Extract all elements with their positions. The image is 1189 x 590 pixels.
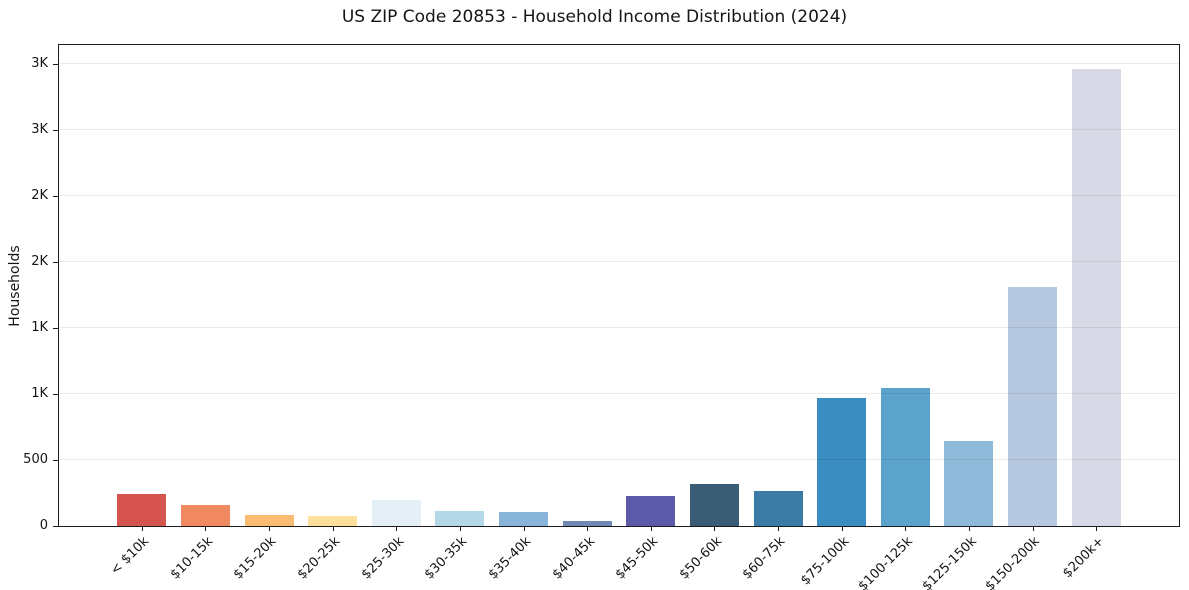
y-tick-mark	[53, 328, 58, 329]
x-tick-label: $20-25k	[294, 534, 344, 583]
bar	[562, 521, 612, 526]
x-tick-label: $10-15k	[167, 534, 217, 583]
y-tick-label: 0	[39, 518, 48, 533]
gridline	[59, 261, 1179, 263]
x-tick-label: $40-45k	[549, 534, 598, 583]
x-tick-mark	[778, 527, 779, 531]
x-tick-mark	[969, 527, 970, 531]
y-tick-mark	[53, 262, 58, 263]
bar	[1071, 69, 1121, 526]
x-tick-label: $50-60k	[676, 534, 726, 583]
y-tick-label: 2K	[31, 254, 48, 270]
bar-slot	[746, 45, 810, 526]
x-tick-mark	[460, 527, 461, 531]
x-tick-label: $25-30k	[358, 534, 407, 583]
x-tick-mark	[714, 527, 715, 531]
bar	[308, 516, 358, 526]
gridline	[59, 393, 1179, 395]
y-tick-mark	[53, 130, 58, 131]
bar	[1008, 286, 1058, 526]
y-tick-label: 3K	[31, 122, 48, 138]
bar-slot	[110, 45, 174, 526]
x-tick-label: $35-40k	[485, 534, 535, 583]
bar-slot	[1001, 45, 1065, 526]
y-tick-mark	[53, 526, 58, 527]
x-tick-label: $60-75k	[740, 534, 789, 583]
bar	[180, 504, 230, 526]
bar-slot	[301, 45, 365, 526]
x-tick-mark	[651, 527, 652, 531]
bar-slot	[365, 45, 429, 526]
bar	[371, 500, 421, 526]
x-tick-mark	[142, 527, 143, 531]
y-tick-label: 1K	[31, 386, 48, 402]
y-tick-mark	[53, 64, 58, 65]
gridline	[59, 63, 1179, 65]
bar-slot	[937, 45, 1001, 526]
bar	[117, 494, 167, 526]
x-tick-mark	[1096, 527, 1097, 531]
x-tick-label: $75-100k	[797, 534, 853, 589]
x-tick-mark	[1033, 527, 1034, 531]
bar-slot	[874, 45, 938, 526]
x-tick-label: < $10k	[108, 534, 153, 579]
bars-container	[59, 45, 1179, 526]
x-tick-mark	[269, 527, 270, 531]
bar-slot	[492, 45, 556, 526]
chart-title: US ZIP Code 20853 - Household Income Dis…	[341, 7, 848, 27]
bar-slot	[619, 45, 683, 526]
x-tick-label: $100-125k	[855, 534, 916, 590]
gridline	[59, 129, 1179, 131]
bar	[244, 515, 294, 526]
x-tick-label: $30-35k	[422, 534, 471, 583]
plot-area	[58, 44, 1180, 527]
x-tick-mark	[587, 527, 588, 531]
bar	[435, 511, 485, 526]
bar	[626, 495, 676, 526]
y-tick-label: 3K	[31, 56, 48, 72]
bar	[689, 483, 739, 526]
y-tick-label: 1K	[31, 320, 48, 336]
x-tick-label: $15-20k	[231, 534, 280, 583]
x-tick-label: $45-50k	[612, 534, 662, 583]
bar-slot	[428, 45, 492, 526]
gridline	[59, 459, 1179, 461]
bar-slot	[555, 45, 619, 526]
x-tick-mark	[205, 527, 206, 531]
bar-slot	[237, 45, 301, 526]
x-tick-mark	[396, 527, 397, 531]
gridline	[59, 327, 1179, 329]
gridline	[59, 195, 1179, 197]
bar	[817, 398, 867, 526]
bar	[880, 388, 930, 526]
x-tick-mark	[524, 527, 525, 531]
y-tick-mark	[53, 196, 58, 197]
bar	[753, 490, 803, 526]
x-tick-label: $150-200k	[982, 534, 1044, 590]
y-tick-mark	[53, 394, 58, 395]
x-tick-mark	[905, 527, 906, 531]
bar	[499, 511, 549, 526]
x-tick-label: $125-150k	[919, 534, 980, 590]
bar-slot	[683, 45, 747, 526]
bar-slot	[810, 45, 874, 526]
bar-slot	[1064, 45, 1128, 526]
bar-slot	[174, 45, 238, 526]
x-tick-mark	[333, 527, 334, 531]
y-tick-mark	[53, 460, 58, 461]
y-tick-label: 2K	[31, 188, 48, 204]
y-tick-label: 500	[23, 452, 48, 468]
x-tick-mark	[842, 527, 843, 531]
bar	[944, 440, 994, 526]
x-tick-label: $200k+	[1059, 534, 1107, 582]
